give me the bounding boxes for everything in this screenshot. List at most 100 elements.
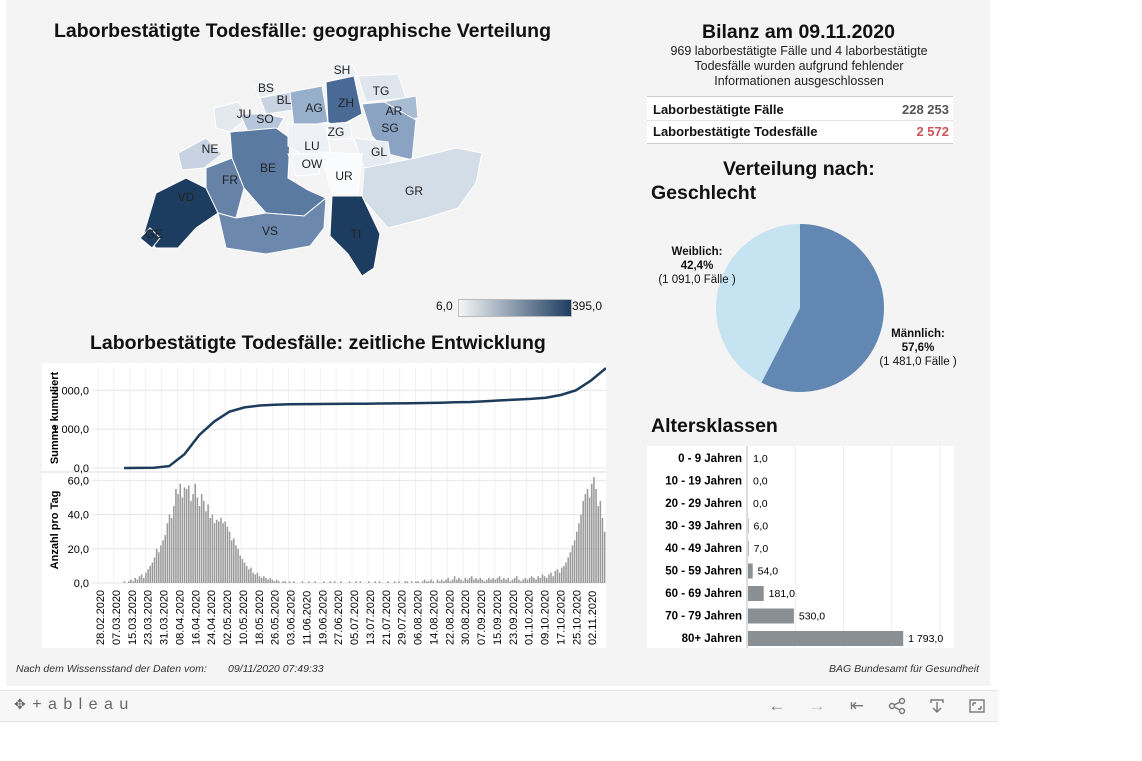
daily-bar: [571, 545, 574, 583]
footer-label: Nach dem Wissensstand der Daten vom:: [16, 663, 207, 675]
daily-bar: [235, 545, 237, 583]
timeline-chart[interactable]: Summe kumuliert Anzahl pro Tag 0,0 1 000,0 2…: [42, 363, 607, 648]
daily-bar: [233, 538, 235, 583]
daily-bar: [323, 581, 325, 583]
daily-bar: [213, 523, 216, 583]
daily-bar: [567, 557, 569, 583]
daily-bar: [215, 519, 218, 583]
pie-slice-male[interactable]: [761, 224, 885, 392]
bilanz-note: 969 laborbestätigte Fälle und 4 laborbes…: [647, 44, 951, 89]
daily-bar: [260, 577, 263, 583]
daily-bar: [597, 506, 599, 583]
revert-icon: ⇤: [849, 696, 865, 715]
daily-bar: [205, 511, 207, 583]
daily-bar: [464, 577, 467, 583]
bilanz-row-label-cases: Laborbestätigte Fälle: [653, 102, 784, 117]
tableau-toolbar: ✥ + a b l e a u ← → ⇤: [0, 690, 998, 722]
daily-bar: [425, 581, 428, 583]
download-button[interactable]: [925, 695, 949, 717]
daily-bar: [509, 581, 512, 583]
daily-bar: [164, 535, 166, 583]
map-color-legend: [458, 299, 572, 317]
canton-label-gl: GL: [371, 145, 387, 159]
age-bar-chart[interactable]: 0 - 9 Jahren 1,0 10 - 19 Jahren 0,0 20 - 29 …: [647, 446, 954, 648]
daily-bar: [192, 494, 194, 583]
daily-bar: [580, 514, 582, 583]
daily-bar: [430, 579, 432, 583]
daily-bar: [151, 562, 154, 583]
age-value-label: 54,0: [758, 566, 779, 578]
daily-bar: [533, 577, 535, 583]
daily-tick-label: 0,0: [74, 578, 89, 590]
date-tick-label: 26.05.2020: [270, 590, 282, 645]
canton-vs: [217, 196, 327, 255]
date-tick-label: 25.10.2020: [571, 590, 583, 645]
gender-pie-chart[interactable]: [714, 222, 886, 394]
canton-gr: [361, 147, 483, 229]
daily-bar: [453, 576, 456, 583]
redo-button[interactable]: →: [805, 695, 829, 717]
revert-button[interactable]: ⇤: [845, 695, 869, 717]
age-bar: [748, 586, 764, 601]
age-value-label: 181,0: [769, 588, 795, 600]
date-tick-label: 23.03.2020: [143, 590, 155, 645]
pie-slice-female[interactable]: [716, 224, 800, 383]
daily-axis-label: Anzahl pro Tag: [49, 491, 61, 570]
canton-label-fr: FR: [222, 173, 238, 187]
age-bar: [748, 541, 749, 556]
daily-bar: [166, 523, 169, 583]
daily-bar: [222, 523, 224, 583]
daily-bar: [603, 531, 606, 583]
cumulative-tick-label: 2 000,0: [52, 385, 89, 397]
daily-bar: [560, 567, 563, 583]
daily-bar: [528, 577, 531, 583]
undo-button[interactable]: ←: [765, 695, 789, 717]
daily-bar: [173, 506, 175, 583]
bilanz-row-value-deaths: 2 572: [916, 124, 949, 139]
daily-bar: [522, 579, 524, 583]
daily-bar: [333, 581, 336, 583]
daily-bar: [539, 577, 542, 583]
bilanz-note-line3: Informationen ausgeschlossen: [714, 74, 884, 88]
daily-bar: [417, 581, 419, 583]
daily-bar: [507, 577, 509, 583]
daily-bar: [470, 576, 473, 583]
daily-bar: [147, 569, 149, 583]
tableau-logo[interactable]: ✥ + a b l e a u: [14, 696, 129, 714]
daily-bar: [230, 540, 233, 583]
daily-bar: [368, 581, 370, 583]
daily-bar: [284, 581, 287, 583]
canton-label-ow: OW: [302, 157, 323, 171]
age-bar: [748, 608, 794, 624]
daily-bar: [449, 581, 452, 583]
daily-bar: [158, 552, 160, 583]
canton-ur: [319, 151, 363, 195]
date-tick-label: 07.03.2020: [111, 590, 123, 645]
date-tick-label: 24.04.2020: [206, 590, 218, 645]
canton-label-vs: VS: [262, 224, 278, 238]
age-class-label: 10 - 19 Jahren: [665, 476, 742, 488]
daily-bar: [601, 518, 604, 583]
daily-bar: [123, 581, 126, 583]
daily-bar: [241, 559, 244, 583]
date-tick-label: 08.04.2020: [174, 590, 186, 645]
date-tick-label: 31.03.2020: [159, 590, 171, 645]
daily-bar: [243, 562, 246, 583]
fullscreen-button[interactable]: [965, 695, 989, 717]
daily-bar: [511, 579, 514, 583]
canton-label-ge: GE: [145, 227, 162, 241]
daily-bar: [138, 576, 141, 583]
daily-bar: [143, 577, 145, 583]
share-button[interactable]: [885, 695, 909, 717]
daily-bar: [550, 572, 552, 583]
bilanz-row-value-cases: 228 253: [902, 102, 949, 117]
daily-tick-label: 60,0: [68, 475, 89, 487]
age-class-label: 0 - 9 Jahren: [678, 453, 742, 465]
download-icon: [930, 699, 944, 713]
female-label: Weiblich:: [671, 246, 723, 258]
daily-bar: [198, 506, 201, 583]
canton-label-bs: BS: [258, 81, 274, 95]
date-tick-label: 21.07.2020: [381, 590, 393, 645]
daily-bar: [468, 577, 471, 583]
